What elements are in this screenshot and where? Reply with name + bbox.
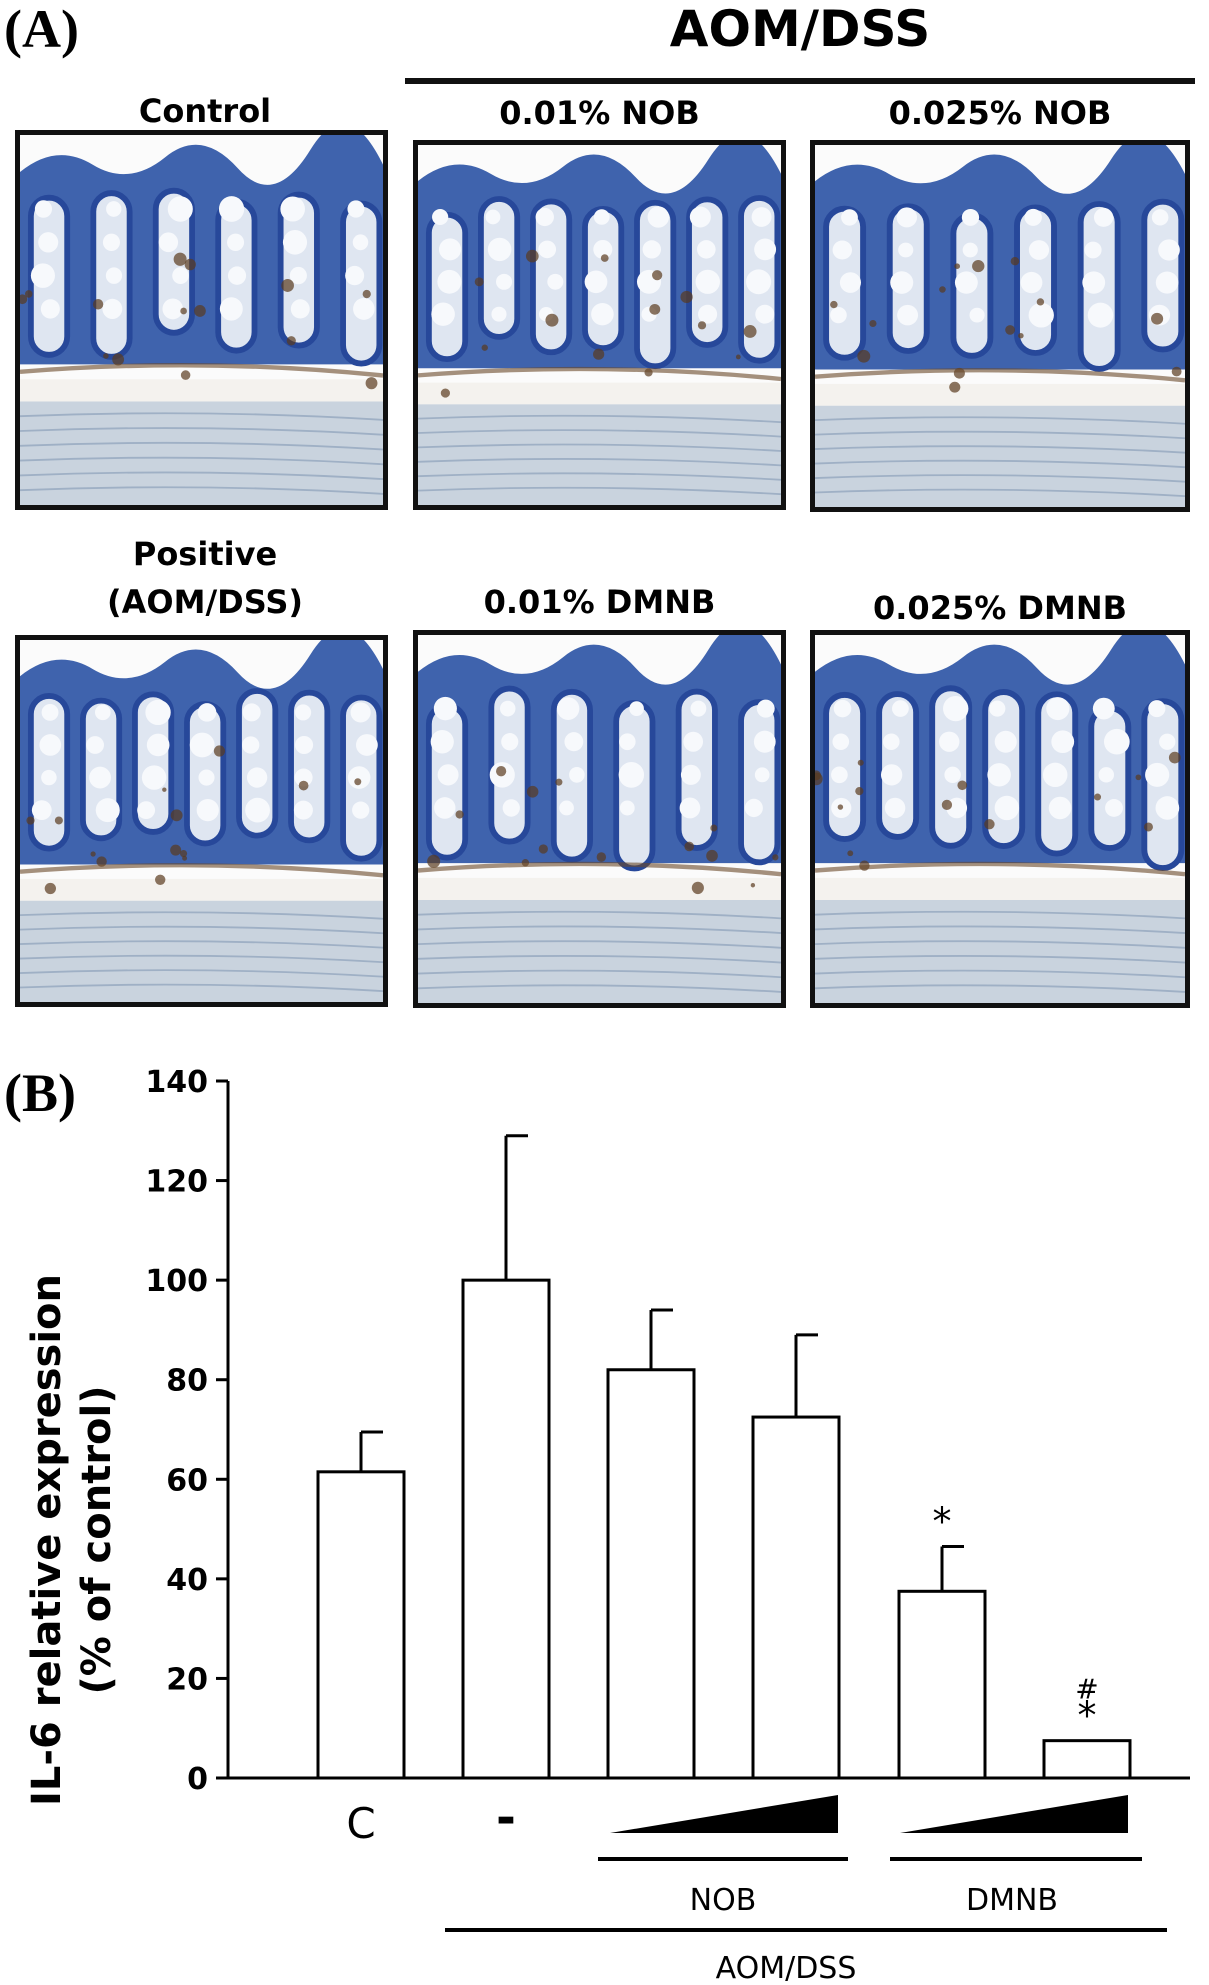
x-label-positive: - bbox=[496, 1790, 516, 1846]
y-tick-label: 140 bbox=[145, 1065, 208, 1100]
y-tick-label: 40 bbox=[166, 1563, 208, 1598]
bar bbox=[897, 1589, 987, 1780]
significance-mark: * bbox=[1078, 1694, 1097, 1738]
significance-mark: * bbox=[933, 1499, 952, 1543]
y-tick-label: 80 bbox=[166, 1364, 208, 1399]
y-tick-label: 60 bbox=[166, 1463, 208, 1498]
label-dmnb-0025: 0.025% DMNB bbox=[873, 589, 1127, 627]
nob-dose-wedge bbox=[610, 1795, 838, 1833]
label-nob-001: 0.01% NOB bbox=[499, 94, 700, 132]
x-label-aom-dss: AOM/DSS bbox=[716, 1951, 857, 1985]
label-control: Control bbox=[138, 92, 272, 130]
micrograph-dmnb-001 bbox=[413, 630, 786, 1008]
label-positive-line2: (AOM/DSS) bbox=[107, 583, 303, 621]
micrograph-nob-0025 bbox=[810, 140, 1190, 512]
x-label-dmnb: DMNB bbox=[966, 1883, 1058, 1918]
x-label-nob: NOB bbox=[690, 1883, 757, 1918]
bar bbox=[1042, 1739, 1132, 1780]
label-positive-line1: Positive bbox=[132, 535, 278, 573]
y-tick-label: 100 bbox=[145, 1264, 208, 1299]
micrograph-positive bbox=[15, 635, 388, 1007]
label-dmnb-001: 0.01% DMNB bbox=[483, 583, 716, 621]
panel-a-letter: (A) bbox=[4, 0, 79, 59]
y-tick-label: 0 bbox=[187, 1762, 208, 1797]
aom-dss-group-header: AOM/DSS bbox=[669, 0, 931, 58]
aom-dss-group-line bbox=[405, 78, 1195, 84]
y-axis-label-line2: (% of control) bbox=[74, 1385, 120, 1694]
bar bbox=[751, 1415, 841, 1780]
label-nob-0025: 0.025% NOB bbox=[888, 94, 1112, 132]
micrograph-dmnb-0025 bbox=[810, 630, 1190, 1008]
micrograph-nob-001 bbox=[413, 140, 786, 510]
dmnb-dose-wedge bbox=[900, 1795, 1128, 1833]
y-axis-label-line1: IL-6 relative expression bbox=[24, 1274, 70, 1806]
bar bbox=[461, 1278, 551, 1780]
bar bbox=[316, 1470, 406, 1780]
y-tick-label: 20 bbox=[166, 1662, 208, 1697]
y-tick-label: 120 bbox=[145, 1165, 208, 1200]
micrograph-control bbox=[15, 130, 388, 510]
significance-mark: # bbox=[1075, 1673, 1098, 1706]
panel-b-letter: (B) bbox=[4, 1063, 76, 1123]
bar bbox=[606, 1368, 696, 1780]
x-label-control: C bbox=[346, 1799, 375, 1848]
